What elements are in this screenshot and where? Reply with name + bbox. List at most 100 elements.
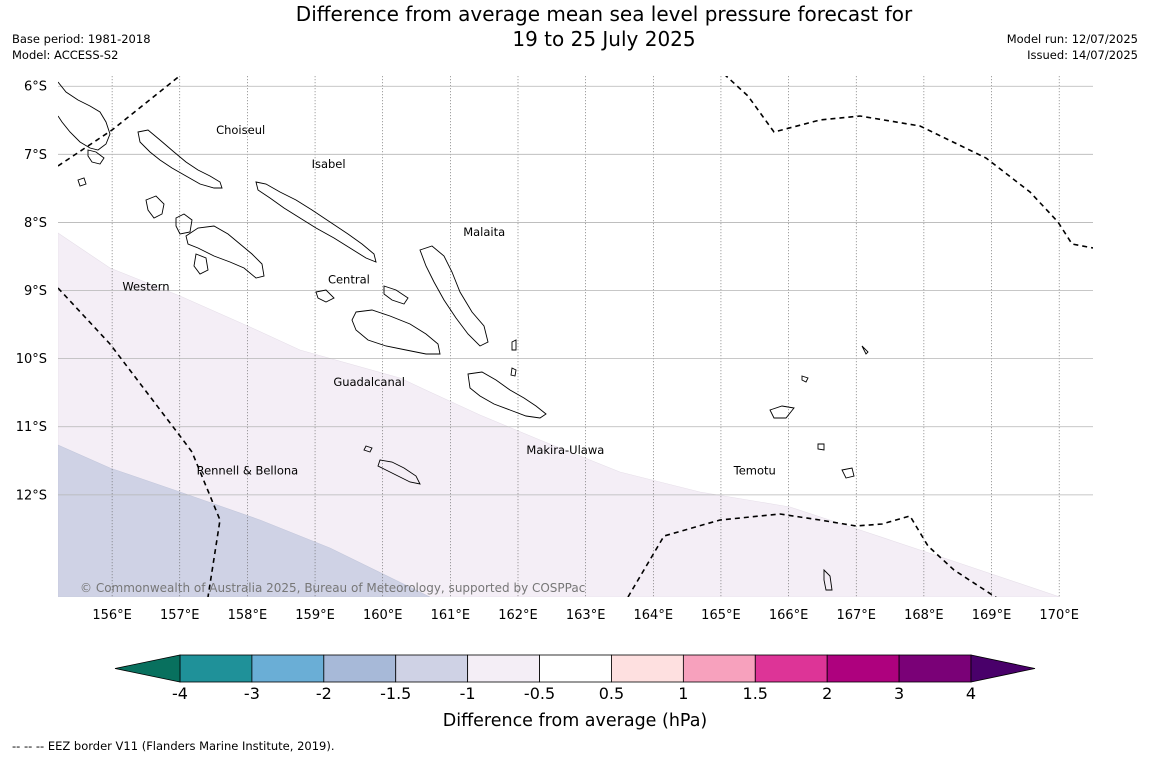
map-area: Choiseul Isabel Malaita Central Western Guada… xyxy=(58,76,1093,597)
new-georgia xyxy=(185,225,265,279)
shortland-islands xyxy=(77,177,87,187)
colorbar-bin xyxy=(898,654,972,683)
colorbar-bin xyxy=(323,654,397,683)
colorbar-tick-label: -1.5 xyxy=(380,684,411,703)
colorbar-tick-label: 3 xyxy=(894,684,904,703)
ontong-islet xyxy=(861,345,869,355)
colorbar-bin xyxy=(754,654,828,683)
lon-tick-label: 169°E xyxy=(972,608,1012,623)
axis-ticks: 156°E 157°E 158°E 159°E 160°E 161°E 162°E 163°E… xyxy=(16,80,1079,623)
colorbar-tick-label: -1 xyxy=(460,684,476,703)
copyright-notice: © Commonwealth of Australia 2025, Bureau… xyxy=(80,581,585,595)
lon-tick-label: 157°E xyxy=(160,608,200,623)
lat-tick-label: 7°S xyxy=(24,148,47,163)
eez-borders xyxy=(58,76,1093,597)
meta-left: Base period: 1981-2018 Model: ACCESS-S2 xyxy=(12,31,151,63)
tikopia-anuta xyxy=(823,568,833,591)
lon-tick-label: 158°E xyxy=(228,608,268,623)
graticule xyxy=(58,76,1093,597)
vanikoro xyxy=(841,467,855,479)
meta-right: Model run: 12/07/2025 Issued: 14/07/2025 xyxy=(1007,31,1138,63)
ugi-islands xyxy=(510,367,517,377)
colorbar-bin xyxy=(611,654,684,683)
colorbar-over-triangle xyxy=(970,654,1036,683)
lat-tick-label: 12°S xyxy=(16,488,47,503)
rennell-coast xyxy=(377,459,421,485)
province-label: Temotu xyxy=(733,463,776,477)
lon-tick-label: 156°E xyxy=(92,608,132,623)
lat-tick-label: 9°S xyxy=(24,284,47,299)
issued-date: Issued: 14/07/2025 xyxy=(1027,48,1138,62)
russell-islands xyxy=(315,289,335,303)
coastlines xyxy=(58,81,869,591)
lon-tick-label: 170°E xyxy=(1039,608,1079,623)
colorbar-bin xyxy=(179,654,253,683)
small-malaita xyxy=(511,339,517,351)
pressure-band-light xyxy=(58,232,1061,597)
title-line-2: 19 to 25 July 2025 xyxy=(512,27,696,51)
province-label: Makira-Ulawa xyxy=(526,443,604,457)
colorbar-tick-label: -0.5 xyxy=(524,684,555,703)
province-label: Western xyxy=(122,280,169,294)
lon-tick-label: 162°E xyxy=(498,608,538,623)
province-label: Central xyxy=(328,273,370,287)
colorbar-tick-label: 1.5 xyxy=(743,684,768,703)
kolombangara xyxy=(175,213,193,235)
colorbar-tick-label: 0.5 xyxy=(599,684,624,703)
reef-islands xyxy=(801,375,809,383)
isabel-coast xyxy=(255,181,377,263)
lon-tick-label: 163°E xyxy=(566,608,606,623)
santa-cruz-ndende xyxy=(769,405,795,419)
model-name: Model: ACCESS-S2 xyxy=(12,48,119,62)
colorbar-tick-label: -2 xyxy=(316,684,332,703)
utupua xyxy=(817,443,825,451)
province-label: Choiseul xyxy=(216,123,265,137)
province-label: Malaita xyxy=(463,225,505,239)
colorbar-bin xyxy=(826,654,900,683)
colorbar-tick-label: -3 xyxy=(244,684,260,703)
lon-tick-label: 167°E xyxy=(836,608,876,623)
lon-tick-label: 164°E xyxy=(634,608,674,623)
colorbar-tick-label: 2 xyxy=(822,684,832,703)
province-label: Guadalcanal xyxy=(333,375,405,389)
makira-coast xyxy=(467,371,547,419)
eez-legend-note: -- -- -- EEZ border V11 (Flanders Marine… xyxy=(12,739,335,753)
province-labels: Choiseul Isabel Malaita Central Western Guada… xyxy=(122,123,776,478)
colorbar-tick-label: -4 xyxy=(172,684,188,703)
colorbar-bin xyxy=(539,654,612,683)
colorbar-tick-label: 1 xyxy=(678,684,688,703)
colorbar-bin xyxy=(395,654,469,683)
colorbar-tick-labels: -4 -3 -2 -1.5 -1 -0.5 0.5 1 1.5 2 3 4 xyxy=(172,684,976,703)
colorbar: -4 -3 -2 -1.5 -1 -0.5 0.5 1 1.5 2 3 4 Difference fr… xyxy=(114,654,1036,731)
model-run: Model run: 12/07/2025 xyxy=(1006,32,1138,46)
lon-tick-label: 160°E xyxy=(363,608,403,623)
province-label: Isabel xyxy=(312,157,346,171)
rendova xyxy=(193,253,209,275)
lon-tick-label: 165°E xyxy=(701,608,741,623)
lat-tick-label: 10°S xyxy=(16,352,47,367)
malaita-coast xyxy=(419,245,489,347)
lon-tick-label: 166°E xyxy=(769,608,809,623)
eez-border-north-west xyxy=(58,76,181,167)
colorbar-under-triangle xyxy=(114,654,181,683)
title-line-1: Difference from average mean sea level p… xyxy=(295,2,913,26)
colorbar-bin xyxy=(682,654,756,683)
colorbar-bin xyxy=(251,654,325,683)
eez-border-south-east xyxy=(627,513,997,597)
bougainville-coast xyxy=(58,81,111,151)
pressure-band-mid xyxy=(58,444,431,597)
province-label: Rennell & Bellona xyxy=(197,463,299,477)
eez-border-north-east xyxy=(724,76,1093,249)
lon-tick-label: 159°E xyxy=(295,608,335,623)
bellona-coast xyxy=(363,445,373,453)
colorbar-bin xyxy=(467,654,540,683)
lat-tick-label: 6°S xyxy=(24,80,47,95)
eez-border-west xyxy=(58,287,221,597)
colorbar-title: Difference from average (hPa) xyxy=(443,711,708,731)
colorbar-bins xyxy=(179,654,972,683)
vella-lavella xyxy=(145,195,165,219)
base-period: Base period: 1981-2018 xyxy=(12,32,151,46)
lon-tick-label: 161°E xyxy=(431,608,471,623)
chart-title: Difference from average mean sea level p… xyxy=(200,2,1008,52)
